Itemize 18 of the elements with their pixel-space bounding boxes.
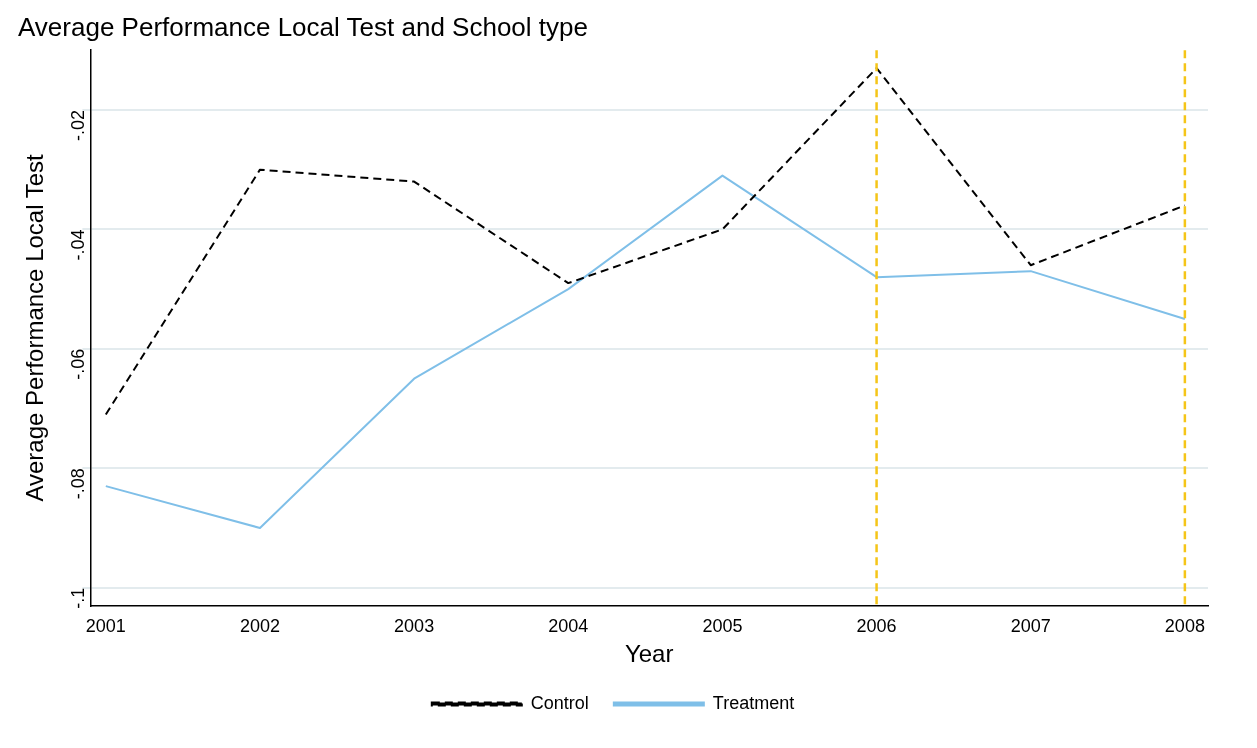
- x-tick-label: 2003: [394, 616, 435, 637]
- x-tick-label: 2005: [702, 616, 743, 637]
- legend-label: Treatment: [712, 692, 795, 713]
- y-axis-title: Average Performance Local Test: [21, 153, 49, 502]
- x-axis-title: Year: [624, 640, 674, 668]
- x-tick-label: 2002: [239, 616, 280, 637]
- y-tick-label: -.04: [68, 229, 89, 261]
- y-tick-label: -.1: [68, 587, 89, 609]
- chart-title: Average Performance Local Test and School type: [18, 11, 588, 42]
- y-tick-label: -.02: [68, 109, 89, 141]
- x-tick-label: 2006: [856, 616, 897, 637]
- x-tick-label: 2008: [1164, 616, 1205, 637]
- y-tick-label: -.06: [68, 348, 89, 380]
- x-tick-label: 2004: [548, 616, 589, 637]
- y-tick-label: -.08: [68, 468, 89, 500]
- x-tick-label: 2007: [1010, 616, 1051, 637]
- x-tick-label: 2001: [85, 616, 126, 637]
- legend-label: Control: [530, 692, 589, 713]
